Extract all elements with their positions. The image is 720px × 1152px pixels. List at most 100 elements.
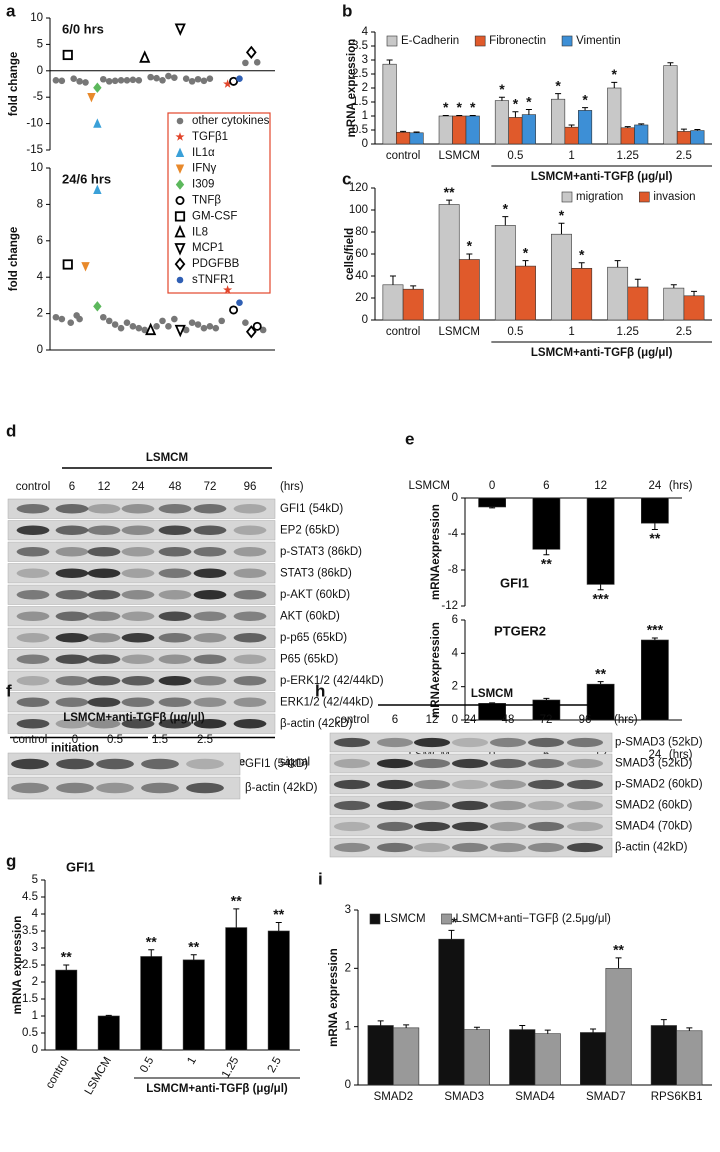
band [87,504,121,514]
legend-marker [176,117,184,125]
band [413,821,451,832]
lane-label: 6 [69,481,75,493]
y-tick-label: 2.5 [22,959,38,971]
legend-label: other cytokines [192,115,270,127]
marker [129,323,137,330]
legend-swatch [639,191,650,203]
y-axis-label: mRNA expression [328,948,340,1047]
error-bar [660,1019,667,1026]
blot-strip [7,649,276,670]
band [489,758,527,769]
y-tick-label: 4 [32,908,39,920]
blot-row-label: P65 (65kD) [280,653,338,665]
bar [409,132,424,145]
band [16,697,50,707]
band [566,842,604,853]
error-bar [389,275,396,285]
error-bar [469,114,476,116]
lane-label: 48 [169,481,182,493]
y-tick-label: -10 [26,118,43,130]
error-bar [667,62,674,66]
x-tick-label: 1 [568,326,574,338]
band [413,800,451,811]
significance: * [612,66,618,82]
significance: * [582,91,588,107]
y-tick-label: 2 [452,681,458,693]
x-tick-label: 1 [185,1055,199,1067]
blot-strip [7,563,276,584]
legend-label: LSMCM+anti−TGFβ (2.5μg/μl) [456,913,612,925]
bar [532,497,561,550]
band [376,800,414,811]
marker [242,319,249,327]
band [333,758,371,769]
y-tick-label: -15 [26,144,43,156]
blot-strip [7,606,276,627]
band [141,782,179,794]
marker [52,313,60,321]
y-tick-label: 0.5 [352,124,368,136]
error-bar [446,199,453,205]
band [193,633,227,643]
band [158,590,192,600]
band [413,758,451,769]
significance: * [579,247,585,263]
band [55,547,89,557]
error-bar [400,130,407,133]
band [87,525,121,535]
blot-row-label: GFI1 (54kD) [245,758,308,770]
x-axis-label: LSMCM+anti-TGFβ (μg/μl) [531,347,673,359]
lane-label: 1.5 [152,734,168,746]
y-tick-label: -12 [441,600,458,612]
y-tick-label: 4 [362,26,369,38]
legend-marker [175,195,185,205]
marker [105,78,113,85]
marker [194,321,202,328]
marker [62,49,73,61]
bar [396,131,411,145]
bar [393,1027,420,1086]
blot-strip [7,584,276,605]
blot-row-label: ERK1/2 (42/44kD) [280,696,373,708]
x-tick-label: SMAD2 [374,1091,414,1103]
y-tick-label: 3 [345,904,351,916]
bar [683,295,705,321]
band [233,525,267,535]
error-bar [634,278,641,287]
y-tick-label: 2 [345,962,351,974]
significance: * [443,99,449,115]
y-tick-label: 80 [355,226,368,238]
y-tick-label: 120 [349,182,368,194]
band [566,800,604,811]
error-bar [105,1014,112,1016]
error-bar [558,222,565,235]
marker [229,76,239,86]
significance: * [559,207,565,223]
x-tick-label: control [44,1055,72,1091]
band [11,782,49,794]
marker [93,184,102,195]
x-tick-label: 1 [568,150,574,162]
marker [93,301,102,312]
x-tick-label: 24 [648,480,661,492]
marker [135,77,143,84]
marker [52,77,60,84]
x-tick-label: RPS6KB1 [651,1091,703,1103]
panel-letter: h [315,681,325,700]
x-tick-label: SMAD4 [515,1091,555,1103]
error-bar [543,697,550,700]
x-tick-label: control [386,326,421,338]
band [87,676,121,686]
category-unit: (hrs) [669,480,693,492]
legend-marker [174,243,186,256]
panel-letter: c [342,169,351,188]
legend-swatch [561,191,573,203]
legend-swatch [386,35,398,47]
blot-title: LSMCM+anti-TGFβ (μg/μl) [63,712,205,724]
bar [663,287,685,321]
x-axis-label: LSMCM+anti-TGFβ (μg/μl) [531,171,673,183]
band [566,779,604,790]
legend-swatch [441,913,452,925]
blot-row-label: STAT3 (86kD) [280,567,352,579]
